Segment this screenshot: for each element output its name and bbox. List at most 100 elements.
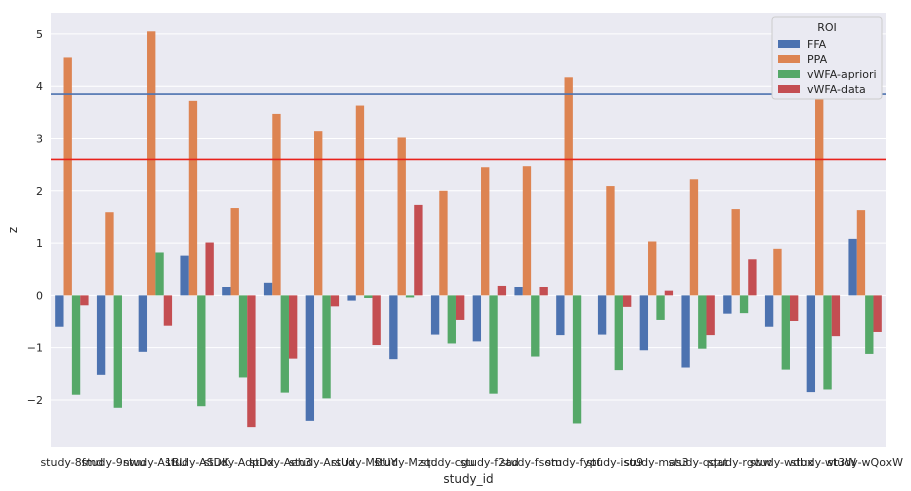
bar-vwfa-apriori-14 [614,295,623,371]
bar-vwfa-apriori-13 [572,295,582,424]
bar-ppa-8 [355,105,365,296]
bar-ffa-12 [514,286,523,296]
bar-vwfa-data-10 [455,295,465,320]
bar-ffa-19 [806,295,816,393]
bars [55,31,882,428]
bar-ffa-5 [222,286,231,296]
bar-vwfa-apriori-20 [865,295,874,354]
bar-ppa-6 [272,113,281,296]
bar-vwfa-apriori-9 [405,295,415,298]
bar-ffa-1 [55,295,64,327]
bar-ppa-5 [230,208,239,296]
bar-ffa-16 [681,295,690,368]
bar-vwfa-apriori-11 [489,295,498,394]
x-tick-label: study-wQoxW [827,456,903,469]
bar-vwfa-apriori-15 [656,295,665,320]
bar-vwfa-data-18 [789,295,799,321]
bar-vwfa-apriori-3 [155,252,164,296]
x-tick-label: study-A1BU [123,456,187,469]
bar-vwfa-apriori-1 [71,295,81,395]
bar-ffa-6 [263,282,273,296]
x-tick-label: study-AdpDx [204,456,275,469]
x-tick-label: study-wdbx [750,456,814,469]
x-tick-label: study-8fmd [40,456,103,469]
x-tick-label: study-9nwu [82,456,146,469]
bar-ppa-2 [105,212,114,296]
bar-vwfa-data-3 [163,295,173,326]
bar-ffa-10 [430,295,440,335]
bar-vwfa-apriori-19 [823,295,832,390]
bar-vwfa-data-15 [664,290,674,296]
y-axis-title: z [6,227,20,233]
bar-ppa-12 [522,166,532,296]
bar-ffa-13 [556,295,565,336]
bar-vwfa-apriori-5 [238,295,248,378]
bar-ffa-3 [138,295,148,352]
bar-ppa-3 [147,31,156,296]
y-tick-label: 0 [36,289,43,302]
bar-vwfa-data-1 [80,295,89,306]
bar-ppa-10 [439,190,448,296]
bar-vwfa-data-4 [205,242,214,296]
bar-vwfa-data-11 [497,285,507,296]
y-tick-label: 2 [36,185,43,198]
bar-ffa-17 [723,295,732,314]
x-tick-label: study-ASDK [165,456,230,469]
bar-ffa-14 [597,295,607,335]
legend-label-3: vWFA-apriori [807,68,877,81]
bar-ffa-18 [764,295,774,327]
y-tick-label: 4 [36,80,43,93]
bar-ppa-1 [63,57,72,296]
y-tick-label: −2 [27,394,43,407]
bar-ppa-13 [564,77,573,296]
x-tick-label: study-qqat [668,456,728,469]
bar-vwfa-apriori-18 [781,295,790,370]
bar-ppa-20 [856,210,866,296]
y-tick-labels: −2 −1 0 1 2 3 4 5 [27,28,43,407]
bar-ffa-7 [305,295,315,421]
x-tick-label: study-Mzqd [374,456,438,469]
bar-ppa-19 [815,98,824,296]
x-tick-label: study-rgww [708,456,772,469]
x-tick-label: study-fsom [500,456,561,469]
legend-swatch-1 [778,40,800,48]
bar-ppa-7 [314,131,323,296]
x-tick-label: study-cgu [420,456,474,469]
x-tick-label: study-MBUY [331,456,397,469]
bar-ppa-14 [606,186,615,296]
bar-ppa-17 [731,209,740,296]
bar-ffa-2 [96,295,106,375]
bar-ppa-18 [773,248,782,296]
legend: ROI FFA PPA vWFA-apriori vWFA-data [771,16,883,100]
reference-lines [51,93,886,161]
y-tick-label: −1 [27,342,43,355]
bar-vwfa-data-20 [873,295,882,332]
bar-ffa-8 [347,295,356,301]
x-tick-label: study-Aeh3 [250,456,312,469]
bar-ffa-9 [389,295,398,360]
bar-ppa-4 [188,100,198,296]
legend-entries: FFA PPA vWFA-apriori vWFA-data [778,38,877,96]
legend-title: ROI [817,21,837,34]
y-tick-label: 1 [36,237,43,250]
legend-label-2: PPA [807,53,828,66]
y-tick-label: 3 [36,132,43,145]
x-tick-label: study-fypf [545,456,601,469]
plot-background [51,13,886,447]
bar-vwfa-apriori-4 [197,295,206,407]
bar-ppa-9 [397,137,406,296]
legend-label-1: FFA [807,38,827,51]
bar-vwfa-data-16 [706,295,715,336]
legend-swatch-3 [778,70,800,78]
x-tick-label: study-wt3W [791,456,857,469]
bar-vwfa-data-12 [539,286,548,296]
x-tick-label: study-isu9 [586,456,643,469]
bar-vwfa-apriori-12 [531,295,540,357]
legend-swatch-2 [778,55,800,63]
bar-vwfa-data-17 [748,259,757,296]
bar-vwfa-data-14 [622,295,632,307]
x-tick-label: study-ArsUx [289,456,356,469]
bar-vwfa-apriori-6 [280,295,289,393]
